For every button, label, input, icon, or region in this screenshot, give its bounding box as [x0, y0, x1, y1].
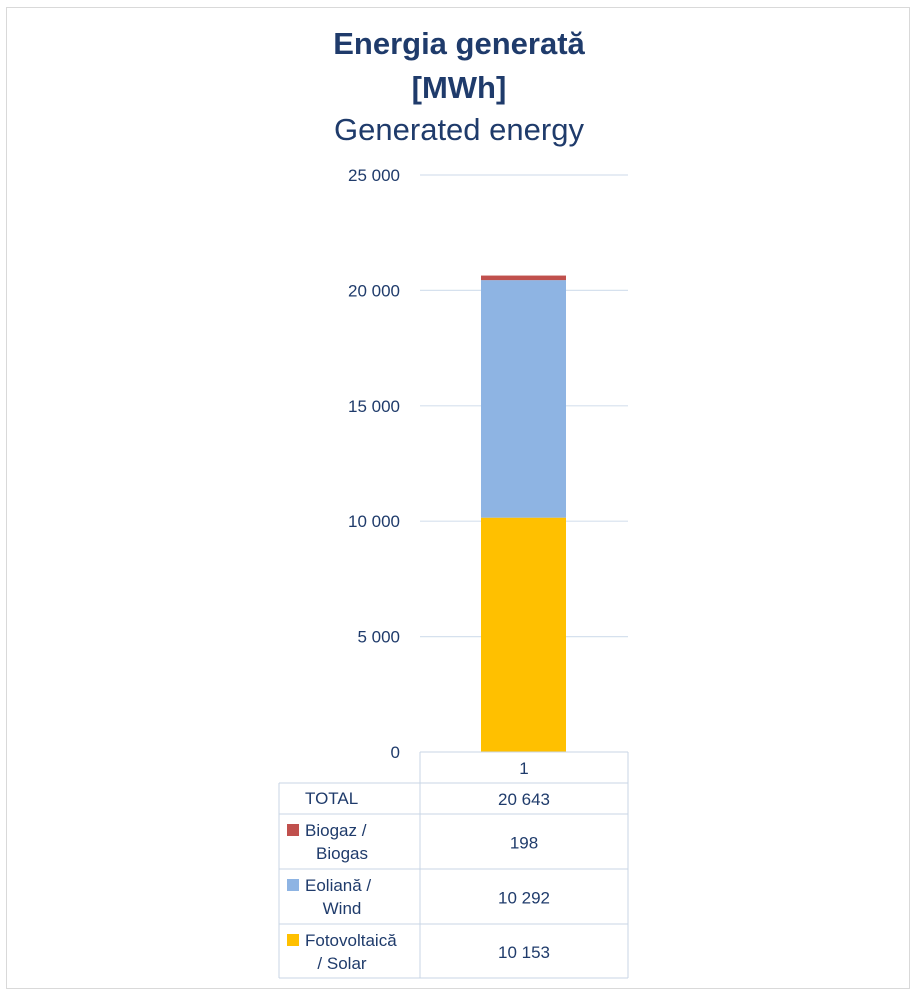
data-label: 10 153: [498, 943, 550, 962]
total-label: TOTAL: [305, 789, 358, 808]
y-tick-label: 0: [391, 743, 400, 762]
bar-segment: [481, 517, 566, 752]
chart-title-line2: [MWh]: [411, 70, 507, 105]
legend-label: Biogas: [316, 844, 368, 863]
y-tick-label: 5 000: [357, 628, 400, 647]
y-tick-label: 15 000: [348, 397, 400, 416]
y-tick-label: 10 000: [348, 512, 400, 531]
legend-label: Biogaz /: [305, 821, 367, 840]
bar-segment: [481, 280, 566, 518]
data-label: 10 292: [498, 889, 550, 908]
chart-title-line1: Energia generată: [333, 26, 585, 61]
legend-label: Fotovoltaică: [305, 931, 397, 950]
chart-subtitle: Generated energy: [334, 112, 584, 147]
bar-segment: [481, 275, 566, 281]
y-tick-label: 20 000: [348, 281, 400, 300]
chart-frame: [6, 7, 910, 989]
y-tick-label: 25 000: [348, 166, 400, 185]
legend-label: Wind: [323, 899, 362, 918]
category-label: 1: [519, 759, 528, 778]
legend-label: / Solar: [317, 954, 366, 973]
data-label: 198: [510, 834, 538, 853]
total-value: 20 643: [498, 790, 550, 809]
legend-swatch: [287, 879, 299, 891]
legend-label: Eoliană /: [305, 876, 371, 895]
legend-swatch: [287, 934, 299, 946]
legend-swatch: [287, 824, 299, 836]
